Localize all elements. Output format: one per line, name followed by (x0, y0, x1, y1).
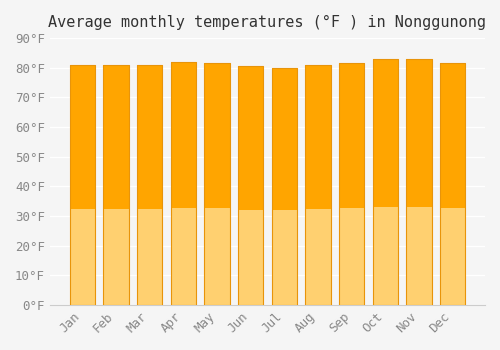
Bar (406, 59, 432, 206)
Bar (137, 65, 162, 209)
Title: Average monthly temperatures (°F ) in Nonggunong: Average monthly temperatures (°F ) in No… (48, 15, 486, 30)
Bar (238, 66, 263, 305)
Bar (137, 65, 162, 305)
Bar (272, 210, 297, 305)
Bar (272, 68, 297, 210)
Bar (104, 65, 128, 305)
Bar (170, 208, 196, 305)
Bar (306, 209, 330, 305)
Bar (238, 66, 263, 210)
Bar (170, 62, 196, 305)
Bar (204, 63, 230, 208)
Bar (272, 68, 297, 305)
Bar (372, 59, 398, 305)
Bar (339, 63, 364, 208)
Bar (406, 59, 432, 305)
Bar (137, 209, 162, 305)
Bar (70, 209, 95, 305)
Bar (339, 63, 364, 305)
Bar (137, 65, 162, 305)
Bar (204, 208, 230, 305)
Bar (440, 63, 465, 305)
Bar (406, 206, 432, 305)
Bar (339, 208, 364, 305)
Bar (170, 62, 196, 305)
Bar (70, 65, 95, 305)
Bar (406, 59, 432, 305)
Bar (70, 65, 95, 209)
Bar (170, 62, 196, 208)
Bar (306, 65, 330, 305)
Bar (104, 65, 128, 209)
Bar (440, 63, 465, 305)
Bar (372, 59, 398, 206)
Bar (272, 68, 297, 305)
Bar (70, 65, 95, 305)
Bar (440, 63, 465, 208)
Bar (440, 208, 465, 305)
Bar (372, 206, 398, 305)
Bar (204, 63, 230, 305)
Bar (339, 63, 364, 305)
Bar (204, 63, 230, 305)
Bar (372, 59, 398, 305)
Bar (306, 65, 330, 209)
Bar (238, 210, 263, 305)
Bar (306, 65, 330, 305)
Bar (104, 209, 128, 305)
Bar (104, 65, 128, 305)
Bar (238, 66, 263, 305)
